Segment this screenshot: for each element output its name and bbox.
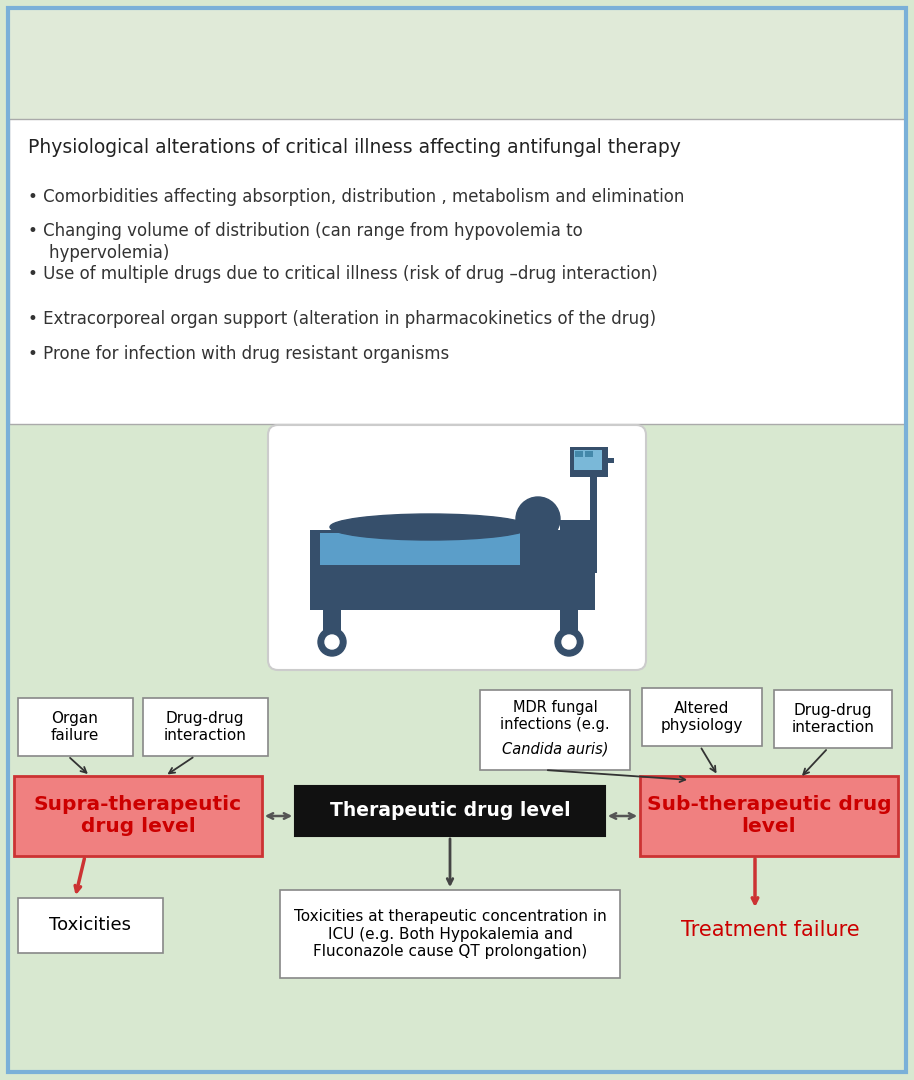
FancyBboxPatch shape (585, 451, 593, 457)
FancyBboxPatch shape (268, 426, 646, 670)
Text: Organ
failure: Organ failure (51, 711, 100, 743)
FancyBboxPatch shape (143, 698, 268, 756)
FancyBboxPatch shape (774, 690, 892, 748)
Text: Therapeutic drug level: Therapeutic drug level (330, 801, 570, 821)
FancyBboxPatch shape (560, 519, 595, 575)
Text: Candida auris): Candida auris) (502, 742, 608, 757)
FancyBboxPatch shape (642, 688, 762, 746)
FancyBboxPatch shape (14, 777, 262, 856)
Text: • Comorbidities affecting absorption, distribution , metabolism and elimination: • Comorbidities affecting absorption, di… (28, 188, 685, 206)
Circle shape (516, 497, 560, 541)
Text: Treatment failure: Treatment failure (681, 920, 859, 940)
FancyBboxPatch shape (480, 690, 630, 770)
Text: • Changing volume of distribution (can range from hypovolemia to
    hypervolemi: • Changing volume of distribution (can r… (28, 222, 583, 262)
FancyBboxPatch shape (640, 777, 898, 856)
Text: MDR fungal
infections (e.g.: MDR fungal infections (e.g. (500, 700, 610, 732)
FancyBboxPatch shape (9, 119, 905, 424)
FancyBboxPatch shape (574, 450, 602, 470)
Text: Physiological alterations of critical illness affecting antifungal therapy: Physiological alterations of critical il… (28, 138, 681, 157)
Circle shape (325, 635, 339, 649)
FancyBboxPatch shape (9, 9, 905, 119)
Text: Drug-drug
interaction: Drug-drug interaction (164, 711, 247, 743)
FancyBboxPatch shape (18, 897, 163, 953)
Text: Drug-drug
interaction: Drug-drug interaction (792, 703, 875, 735)
FancyBboxPatch shape (320, 534, 520, 565)
Circle shape (555, 627, 583, 656)
FancyBboxPatch shape (570, 447, 608, 477)
FancyBboxPatch shape (323, 610, 341, 642)
FancyBboxPatch shape (310, 530, 595, 570)
Text: Supra-therapeutic
drug level: Supra-therapeutic drug level (34, 796, 242, 837)
FancyBboxPatch shape (575, 451, 583, 457)
FancyBboxPatch shape (590, 458, 597, 573)
Text: Toxicities at therapeutic concentration in
ICU (e.g. Both Hypokalemia and
Flucon: Toxicities at therapeutic concentration … (293, 909, 606, 959)
Ellipse shape (330, 514, 530, 540)
Circle shape (318, 627, 346, 656)
Text: • Extracorporeal organ support (alteration in pharmacokinetics of the drug): • Extracorporeal organ support (alterati… (28, 310, 656, 328)
FancyBboxPatch shape (572, 458, 614, 463)
FancyBboxPatch shape (560, 610, 578, 642)
FancyBboxPatch shape (18, 698, 133, 756)
Text: Sub-therapeutic drug
level: Sub-therapeutic drug level (647, 796, 891, 837)
FancyBboxPatch shape (310, 565, 595, 610)
Circle shape (562, 635, 576, 649)
FancyBboxPatch shape (280, 890, 620, 978)
Text: Toxicities: Toxicities (49, 916, 131, 934)
FancyBboxPatch shape (295, 786, 605, 836)
Text: • Use of multiple drugs due to critical illness (risk of drug –drug interaction): • Use of multiple drugs due to critical … (28, 265, 658, 283)
Text: • Prone for infection with drug resistant organisms: • Prone for infection with drug resistan… (28, 345, 450, 363)
Text: Altered
physiology: Altered physiology (661, 701, 743, 733)
